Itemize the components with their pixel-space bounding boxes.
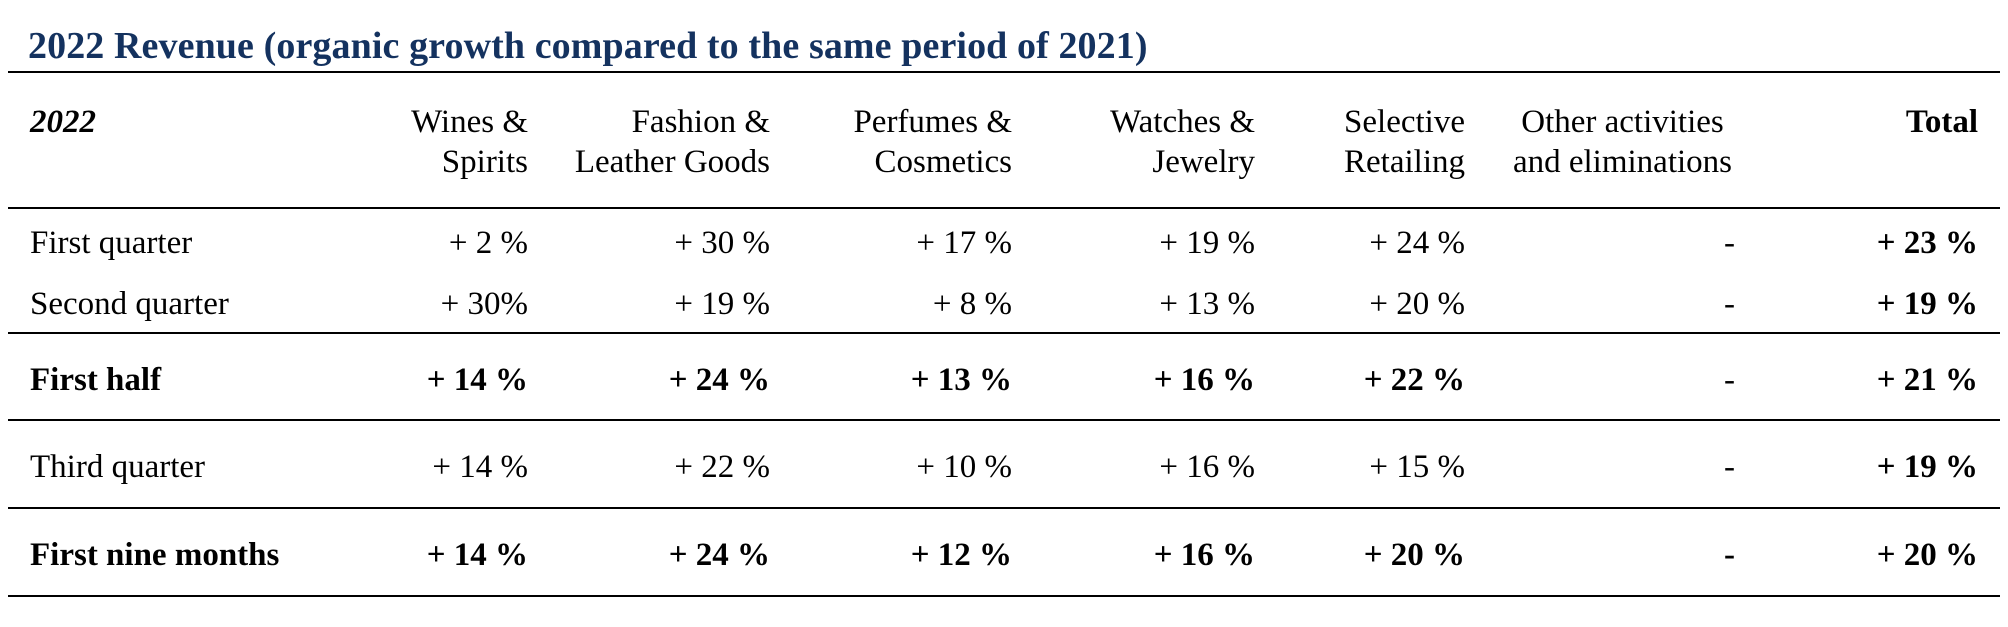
row-divider (8, 419, 2000, 421)
table-cell: + 20 % (1369, 286, 1465, 322)
column-header-line: Perfumes & (853, 104, 1012, 140)
column-header-line: Watches & (1110, 104, 1255, 140)
table-cell: + 15 % (1369, 449, 1465, 485)
table-cell: - (1724, 537, 1735, 573)
column-header-line: Cosmetics (874, 144, 1013, 180)
table-cell: + 19 % (1159, 225, 1255, 261)
table-cell-total: + 21 % (1876, 362, 1978, 398)
table-cell: + 16 % (1153, 362, 1255, 398)
column-header-line: Spirits (441, 144, 528, 180)
column-header-line: and eliminations (1512, 144, 1733, 180)
column-header-line: Leather Goods (574, 144, 770, 180)
table-cell-total: + 19 % (1876, 449, 1978, 485)
table-cell: + 2 % (448, 225, 528, 261)
column-header-selective-retailing: Selective Retailing (1275, 102, 1465, 182)
table-title: 2022 Revenue (organic growth compared to… (28, 25, 1148, 67)
table-cell-total: + 19 % (1876, 286, 1978, 322)
column-header-perfumes-cosmetics: Perfumes & Cosmetics (790, 102, 1012, 182)
table-cell-total: + 20 % (1876, 537, 1978, 573)
table-cell: + 12 % (910, 537, 1012, 573)
column-header-line: Fashion & (631, 104, 770, 140)
table-cell: - (1724, 225, 1735, 261)
table-cell: + 14 % (432, 449, 528, 485)
title-rule (8, 71, 2000, 73)
table-cell: + 10 % (916, 449, 1012, 485)
table-cell: - (1724, 449, 1735, 485)
table-cell: + 22 % (674, 449, 770, 485)
column-header-line: Jewelry (1152, 144, 1255, 180)
table-cell: + 14 % (426, 362, 528, 398)
header-rule (8, 207, 2000, 209)
table-cell: + 13 % (910, 362, 1012, 398)
column-header-line: Wines & (411, 104, 528, 140)
table-cell: + 17 % (916, 225, 1012, 261)
column-header-line: Other activities (1521, 104, 1724, 140)
table-bottom-rule (8, 595, 2000, 597)
table-cell: + 14 % (426, 537, 528, 573)
column-header-year: 2022 (30, 104, 96, 140)
table-cell: + 20 % (1363, 537, 1465, 573)
row-label-first-nine-months: First nine months (30, 537, 280, 573)
row-label-third-quarter: Third quarter (30, 449, 206, 485)
table-cell: + 19 % (674, 286, 770, 322)
table-cell: + 24 % (668, 362, 770, 398)
table-cell: - (1724, 286, 1735, 322)
table-cell: + 16 % (1159, 449, 1255, 485)
column-header-line: Selective (1344, 104, 1465, 140)
table-cell-total: + 23 % (1876, 225, 1978, 261)
column-header-total: Total (1905, 104, 1978, 140)
column-header-watches-jewelry: Watches & Jewelry (1040, 102, 1255, 182)
row-divider (8, 507, 2000, 509)
table-cell: + 30 % (674, 225, 770, 261)
column-header-line: Retailing (1344, 144, 1465, 180)
table-cell: + 8 % (932, 286, 1012, 322)
table-cell: + 13 % (1159, 286, 1255, 322)
row-label-second-quarter: Second quarter (30, 286, 229, 322)
column-header-fashion-leather: Fashion & Leather Goods (540, 102, 770, 182)
table-cell: - (1724, 362, 1735, 398)
row-label-first-half: First half (30, 362, 162, 398)
column-header-wines-spirits: Wines & Spirits (330, 102, 528, 182)
table-cell: + 24 % (668, 537, 770, 573)
table-cell: + 22 % (1363, 362, 1465, 398)
row-label-first-quarter: First quarter (30, 225, 193, 261)
table-cell: + 30% (440, 286, 528, 322)
table-cell: + 24 % (1369, 225, 1465, 261)
column-header-other-activities: Other activities and eliminations (1490, 102, 1755, 182)
table-cell: + 16 % (1153, 537, 1255, 573)
row-divider (8, 332, 2000, 334)
